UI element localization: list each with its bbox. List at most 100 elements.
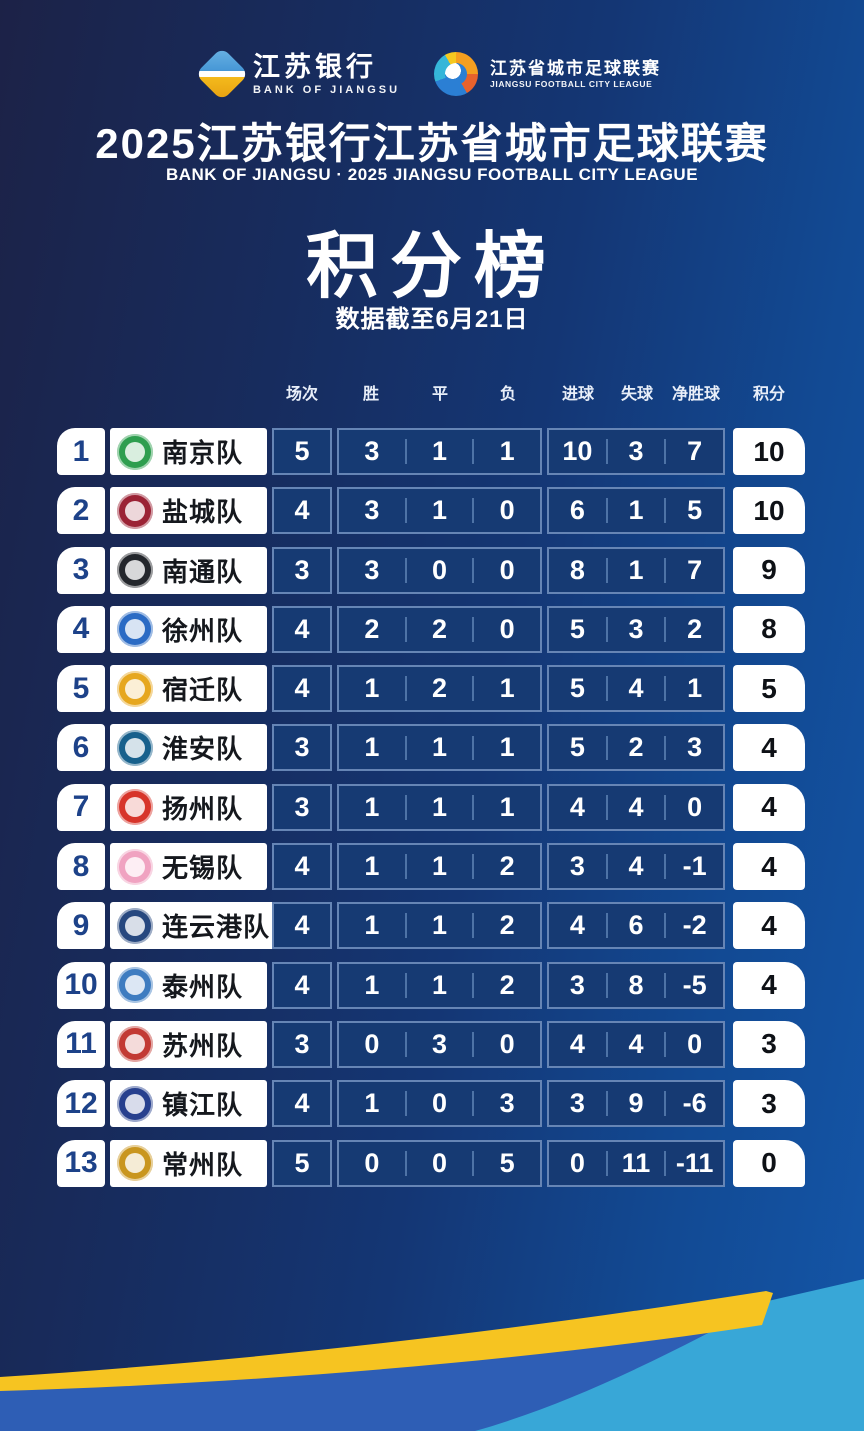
cell-divider (472, 913, 475, 939)
rank-cell: 6 (57, 724, 105, 772)
played-value: 5 (294, 436, 310, 466)
cell-divider (404, 616, 407, 642)
cell-divider (472, 735, 475, 761)
team-crest-core (125, 441, 145, 462)
team-name: 常州队 (162, 1149, 244, 1180)
standings-title: 积分榜 (305, 227, 558, 307)
team-crest-core (125, 915, 145, 936)
league-name: 江苏省城市足球联赛 (490, 58, 662, 78)
goals-group: 10 3 7 (547, 428, 725, 475)
losses-value: 5 (499, 1147, 515, 1178)
team-cell: 淮安队 (110, 724, 267, 772)
played-value: 4 (294, 495, 310, 526)
goals-against-value: 4 (628, 1028, 644, 1059)
played-cell: 5 (272, 1139, 332, 1187)
team-name: 无锡队 (162, 853, 244, 884)
played-cell: 3 (272, 1020, 332, 1068)
column-header: 进球 (561, 386, 595, 403)
team-crest-core (125, 797, 145, 818)
team-cell: 宿迁队 (110, 665, 267, 713)
rank-cell: 2 (57, 487, 105, 535)
wins-value: 3 (364, 554, 380, 585)
team-crest-icon (117, 967, 153, 1004)
cell-divider (472, 854, 475, 880)
losses-value: 0 (499, 554, 515, 585)
team-cell: 连云港队 (110, 902, 287, 950)
cell-divider (605, 557, 608, 583)
goals-for-value: 5 (569, 613, 585, 644)
cell-divider (605, 794, 608, 820)
team-crest-icon (117, 848, 153, 885)
goals-group: 3 8 -5 (547, 961, 725, 1009)
cell-divider (605, 439, 608, 464)
team-crest-core (125, 500, 145, 521)
goals-group: 0 11 -11 (547, 1139, 725, 1187)
goals-for-value: 5 (569, 732, 585, 763)
goals-group: 5 4 1 (547, 665, 725, 713)
team-name: 泰州队 (162, 971, 244, 1002)
points-cell: 3 (733, 1080, 805, 1128)
cell-divider (605, 1032, 608, 1057)
points-cell: 4 (733, 783, 805, 831)
team-crest-core (125, 975, 145, 996)
rank-cell: 9 (57, 902, 105, 950)
losses-value: 1 (499, 436, 515, 466)
table-row: 9 连云港队 4 1 1 2 4 6 -2 4 (57, 902, 807, 950)
data-cutoff-note: 数据截至6月21日 (335, 306, 529, 333)
cell-divider (664, 439, 667, 464)
bank-of-jiangsu-icon (195, 47, 249, 102)
goal-diff-value: 3 (687, 732, 703, 763)
team-crest-icon (117, 729, 153, 766)
team-crest-core (125, 560, 145, 581)
cell-divider (404, 913, 407, 939)
points-cell: 9 (733, 546, 805, 594)
wdl-group: 3 0 0 (337, 546, 542, 594)
losses-value: 1 (499, 791, 515, 822)
points-value: 4 (761, 731, 777, 763)
team-crest-icon (117, 1085, 153, 1122)
points-value: 0 (761, 1147, 777, 1179)
rank-cell: 11 (57, 1020, 105, 1068)
team-cell: 南京队 (110, 428, 267, 475)
team-cell: 南通队 (110, 546, 267, 594)
cell-divider (664, 676, 667, 702)
points-value: 4 (761, 791, 777, 823)
cell-divider (404, 972, 407, 998)
goals-for-value: 8 (569, 554, 585, 585)
wdl-group: 3 1 0 (337, 487, 542, 535)
points-cell: 0 (733, 1139, 805, 1187)
cell-divider (664, 1091, 667, 1117)
points-value: 9 (761, 554, 777, 586)
losses-value: 0 (499, 1028, 515, 1059)
team-crest-icon (117, 492, 153, 529)
team-crest-core (125, 856, 145, 877)
points-cell: 4 (733, 724, 805, 772)
cell-divider (472, 1091, 475, 1117)
table-row: 1 南京队 5 3 1 1 10 3 7 10 (57, 428, 807, 475)
cell-divider (472, 616, 475, 642)
cell-divider (472, 498, 475, 524)
goal-diff-value: -2 (682, 910, 707, 941)
points-cell: 4 (733, 961, 805, 1009)
goals-against-value: 3 (628, 613, 644, 644)
team-crest-icon (117, 789, 153, 826)
goals-for-value: 5 (569, 673, 585, 704)
points-value: 8 (761, 613, 777, 645)
cell-divider (605, 498, 608, 524)
played-value: 3 (294, 791, 310, 822)
cell-divider (472, 794, 475, 820)
team-crest-icon (117, 433, 153, 470)
points-cell: 4 (733, 902, 805, 950)
points-cell: 5 (733, 665, 805, 713)
wins-value: 1 (364, 851, 380, 882)
goals-group: 5 2 3 (547, 724, 725, 772)
draws-value: 1 (431, 851, 448, 882)
cell-divider (605, 913, 608, 939)
goals-group: 4 4 0 (547, 1020, 725, 1068)
cell-divider (605, 676, 608, 702)
losses-value: 0 (499, 495, 515, 526)
wins-value: 1 (364, 1088, 380, 1119)
played-cell: 3 (272, 546, 332, 594)
team-crest-icon (117, 1026, 153, 1063)
